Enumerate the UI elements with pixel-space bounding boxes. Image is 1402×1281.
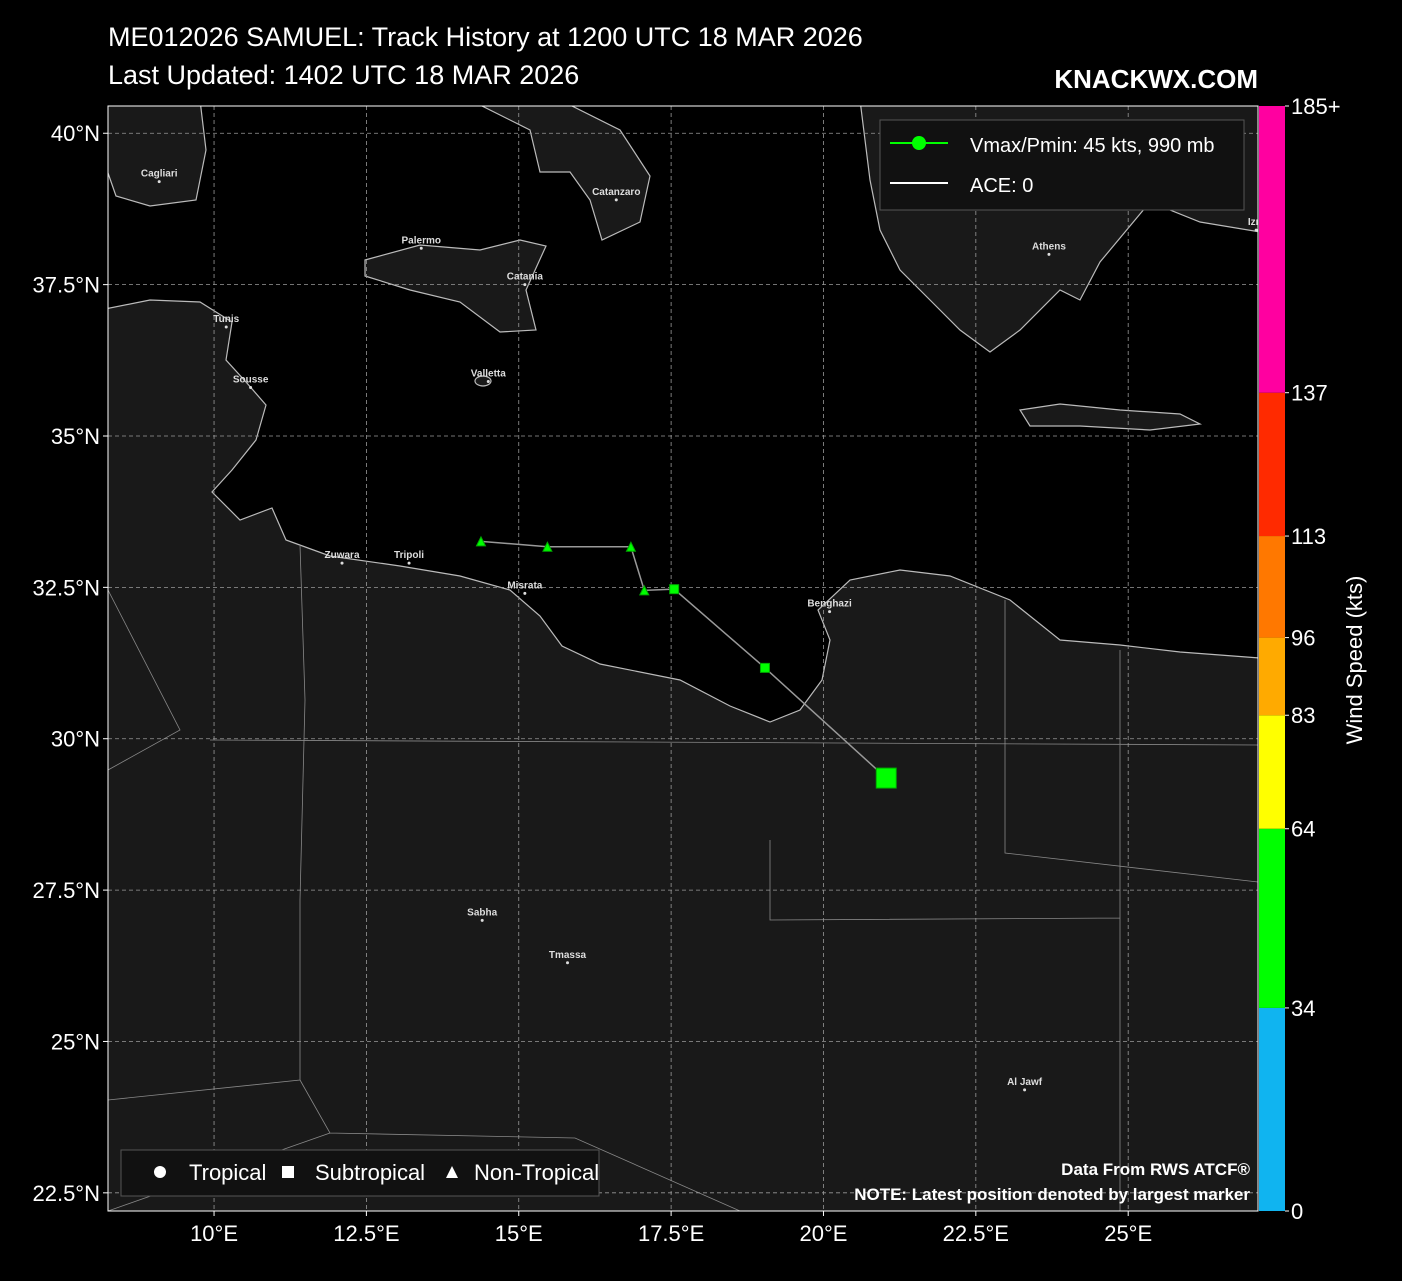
colorbar-band xyxy=(1259,1007,1285,1211)
colorbar-band xyxy=(1259,392,1285,537)
city-label: Sabha xyxy=(467,907,497,918)
note: NOTE: Latest position denoted by largest… xyxy=(854,1185,1250,1204)
city-label: Cagliari xyxy=(141,169,178,180)
italy xyxy=(480,106,651,241)
y-tick-label: 40°N xyxy=(51,121,100,146)
x-tick-label: 17.5°E xyxy=(638,1221,704,1246)
note: Data From RWS ATCF® xyxy=(1061,1160,1250,1179)
city-dot xyxy=(828,610,832,614)
legend-marker xyxy=(154,1166,166,1178)
city-label: Tmassa xyxy=(549,950,587,961)
city-label: Izm xyxy=(1248,217,1265,228)
legend-entry: ACE: 0 xyxy=(970,175,1033,197)
city-dot xyxy=(157,180,161,184)
africa xyxy=(108,299,1258,1211)
colorbar-tick-label: 34 xyxy=(1291,996,1315,1021)
city-label: Sousse xyxy=(233,375,269,386)
legend-marker xyxy=(282,1166,294,1178)
city-label: Tripoli xyxy=(394,550,424,561)
y-tick-label: 37.5°N xyxy=(32,273,100,298)
colorbar-label: Wind Speed (kts) xyxy=(1342,576,1367,745)
city-dot xyxy=(523,591,527,595)
legend-entry: Non-Tropical xyxy=(474,1160,599,1185)
city-label: Zuwara xyxy=(325,550,360,561)
y-tick-label: 22.5°N xyxy=(32,1181,100,1206)
colorbar-band xyxy=(1259,637,1285,716)
track-point xyxy=(759,662,770,673)
y-tick-label: 32.5°N xyxy=(32,575,100,600)
city-dot xyxy=(566,961,570,965)
colorbar-tick-label: 185+ xyxy=(1291,94,1341,119)
track-point xyxy=(475,535,487,547)
legend-marker xyxy=(446,1166,458,1178)
malta xyxy=(474,375,492,387)
city-dot xyxy=(523,283,527,287)
city-label: Catania xyxy=(507,272,544,283)
x-tick-label: 22.5°E xyxy=(943,1221,1009,1246)
colorbar-tick-label: 96 xyxy=(1291,626,1315,651)
colorbar-tick-label: 83 xyxy=(1291,703,1315,728)
colorbar-band xyxy=(1259,536,1285,638)
basemap xyxy=(108,106,1258,1211)
colorbar-band xyxy=(1259,715,1285,829)
colorbar-tick-label: 137 xyxy=(1291,381,1328,406)
city-dot xyxy=(224,325,228,329)
city-label: Palermo xyxy=(402,235,441,246)
city-dot xyxy=(340,561,344,565)
city-dot xyxy=(1047,252,1051,256)
chart-title: ME012026 SAMUEL: Track History at 1200 U… xyxy=(108,22,863,52)
city-label: Tunis xyxy=(213,314,239,325)
track-point xyxy=(875,767,897,789)
y-tick-label: 27.5°N xyxy=(32,878,100,903)
colorbar-band xyxy=(1259,828,1285,1008)
colorbar-tick-label: 64 xyxy=(1291,817,1315,842)
borders xyxy=(108,544,1258,1211)
y-tick-label: 30°N xyxy=(51,727,100,752)
x-tick-label: 15°E xyxy=(495,1221,543,1246)
legend-entry: Vmax/Pmin: 45 kts, 990 mb xyxy=(970,135,1215,157)
city-label: Misrata xyxy=(507,580,542,591)
city-dot xyxy=(419,246,423,250)
legend-box xyxy=(879,119,1245,211)
x-tick-label: 20°E xyxy=(799,1221,847,1246)
legend-marker xyxy=(912,136,926,150)
cities: Cagliari Catanzaro Palermo Catania Tunis Sous… xyxy=(141,169,1265,1092)
track-point xyxy=(638,584,650,596)
crete xyxy=(1019,403,1203,431)
track-point xyxy=(542,541,553,552)
track-point xyxy=(625,541,637,552)
legend-entry: Tropical xyxy=(189,1160,266,1185)
city-dot xyxy=(614,198,618,202)
sardinia xyxy=(108,106,207,207)
chart-subtitle: Last Updated: 1402 UTC 18 MAR 2026 xyxy=(108,60,579,90)
city-dot xyxy=(480,918,484,922)
legend-entry: Subtropical xyxy=(315,1160,425,1185)
sicily xyxy=(364,239,547,333)
x-tick-label: 12.5°E xyxy=(333,1221,399,1246)
city-label: Al Jawf xyxy=(1007,1077,1043,1088)
grid xyxy=(108,106,1258,1211)
track-point xyxy=(669,584,680,595)
y-tick-label: 25°N xyxy=(51,1029,100,1054)
map-frame xyxy=(107,105,1259,1212)
city-label: Benghazi xyxy=(807,599,852,610)
city-label: Catanzaro xyxy=(592,187,640,198)
marker-legend-box xyxy=(120,1149,600,1197)
x-tick-label: 10°E xyxy=(190,1221,238,1246)
city-label: Athens xyxy=(1032,241,1066,252)
x-tick-label: 25°E xyxy=(1104,1221,1152,1246)
city-dot xyxy=(486,379,490,383)
colorbar-band xyxy=(1259,106,1285,393)
colorbar-tick-label: 113 xyxy=(1291,524,1326,549)
y-tick-label: 35°N xyxy=(51,424,100,449)
city-dot xyxy=(407,561,411,565)
city-dot xyxy=(249,386,253,390)
city-dot xyxy=(1023,1088,1027,1092)
watermark: KNACKWX.COM xyxy=(1054,64,1258,94)
colorbar-tick-label: 0 xyxy=(1291,1199,1303,1224)
city-label: Valletta xyxy=(471,368,506,379)
city-dot xyxy=(1254,228,1258,232)
